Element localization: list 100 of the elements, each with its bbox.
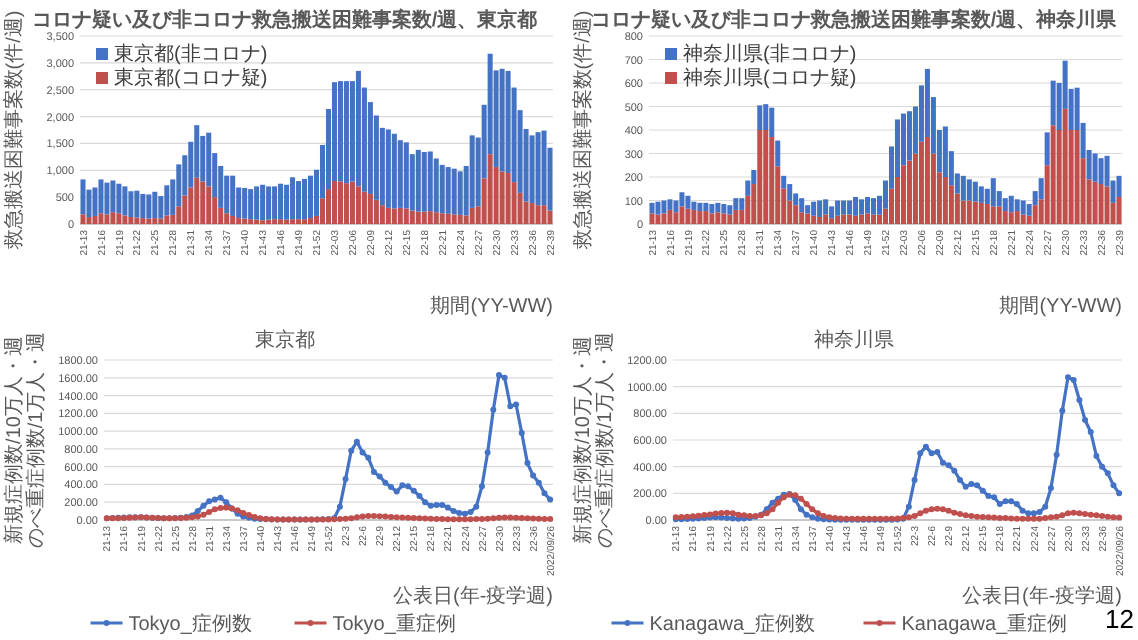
bar [421, 152, 427, 212]
bar [242, 218, 248, 224]
bar [433, 158, 439, 213]
bar [757, 105, 763, 130]
bar [337, 81, 343, 182]
bar [667, 199, 673, 210]
bar [823, 199, 829, 215]
bar [92, 215, 98, 224]
bar [104, 214, 110, 224]
bar [1116, 196, 1122, 224]
legend-label: Tokyo_重症例 [332, 612, 456, 636]
bar [397, 207, 403, 224]
bar [284, 184, 290, 220]
bar [421, 211, 427, 224]
bar [385, 207, 391, 224]
bar [122, 186, 128, 216]
bar [134, 190, 140, 218]
bar [673, 200, 679, 213]
bar [829, 206, 835, 219]
bar [355, 186, 361, 224]
bar [763, 104, 769, 130]
bar [529, 203, 535, 224]
bar [924, 137, 930, 224]
bar [972, 201, 978, 224]
bar [439, 164, 445, 214]
bar [763, 130, 769, 224]
bar [679, 192, 685, 207]
bar [865, 213, 871, 224]
bar [152, 191, 158, 219]
bar [1044, 132, 1050, 166]
bar [379, 205, 385, 224]
y-axis-title: 救急搬送困難事案数(件/週) [571, 10, 595, 252]
y-axis-title: 救急搬送困難事案数(件/週) [2, 10, 26, 252]
bar [1002, 198, 1008, 212]
bar [98, 179, 104, 214]
bar [703, 202, 709, 212]
bar [260, 184, 266, 221]
bar [296, 181, 302, 220]
bar [739, 198, 745, 210]
bar [535, 205, 541, 224]
bar [230, 215, 236, 224]
bar [1014, 211, 1020, 224]
bar [104, 182, 110, 215]
bar [805, 213, 811, 224]
bar [960, 200, 966, 224]
bar [906, 111, 912, 161]
bar [1038, 178, 1044, 200]
bar [140, 193, 146, 219]
bar [960, 175, 966, 201]
bar [403, 142, 409, 209]
bar [906, 160, 912, 224]
bar [1074, 130, 1080, 224]
bar [715, 202, 721, 213]
x-axis-title: 公表日(年-疫学週) [962, 584, 1122, 608]
bar [673, 212, 679, 224]
bar [793, 205, 799, 224]
legend-label: Kanagawa_重症例 [901, 612, 1068, 636]
bar [529, 135, 535, 204]
bar [248, 189, 254, 220]
bar [224, 213, 230, 224]
bar [308, 218, 314, 224]
legend-label: Kanagawa_症例数 [649, 612, 816, 636]
bar [829, 218, 835, 224]
legend-label: 神奈川県(非コロナ) [683, 42, 857, 66]
y-axis-title: 新規症例数/10万人・週のべ重症例数/1万人・週 [2, 331, 48, 549]
bar [230, 175, 236, 216]
bar [266, 186, 272, 220]
bar [1092, 153, 1098, 182]
bar [116, 213, 122, 224]
title: 神奈川県 [813, 330, 894, 352]
bar [799, 198, 805, 213]
bar [349, 181, 355, 224]
bar [865, 196, 871, 214]
bar [331, 82, 337, 182]
bar [146, 194, 152, 219]
bar [80, 214, 86, 224]
bar [499, 171, 505, 224]
bar [1062, 108, 1068, 224]
bar [110, 212, 116, 224]
bar [1014, 199, 1020, 212]
bar [733, 209, 739, 224]
x-axis-title: 期間(YY-WW) [430, 294, 553, 318]
bar [661, 213, 667, 224]
bar [709, 204, 715, 214]
bar [1020, 200, 1026, 215]
bar [661, 200, 667, 214]
bar [757, 130, 763, 224]
bar [948, 185, 954, 224]
bar [361, 191, 367, 224]
bar [463, 215, 469, 224]
bar [954, 193, 960, 224]
bar [709, 213, 715, 224]
bar [547, 210, 553, 224]
legend-label: 東京都(非コロナ) [114, 42, 268, 66]
bar [80, 179, 86, 215]
bar [272, 186, 278, 220]
bar [1098, 158, 1104, 185]
bar [86, 217, 92, 224]
bar [841, 214, 847, 224]
bar [98, 213, 104, 224]
